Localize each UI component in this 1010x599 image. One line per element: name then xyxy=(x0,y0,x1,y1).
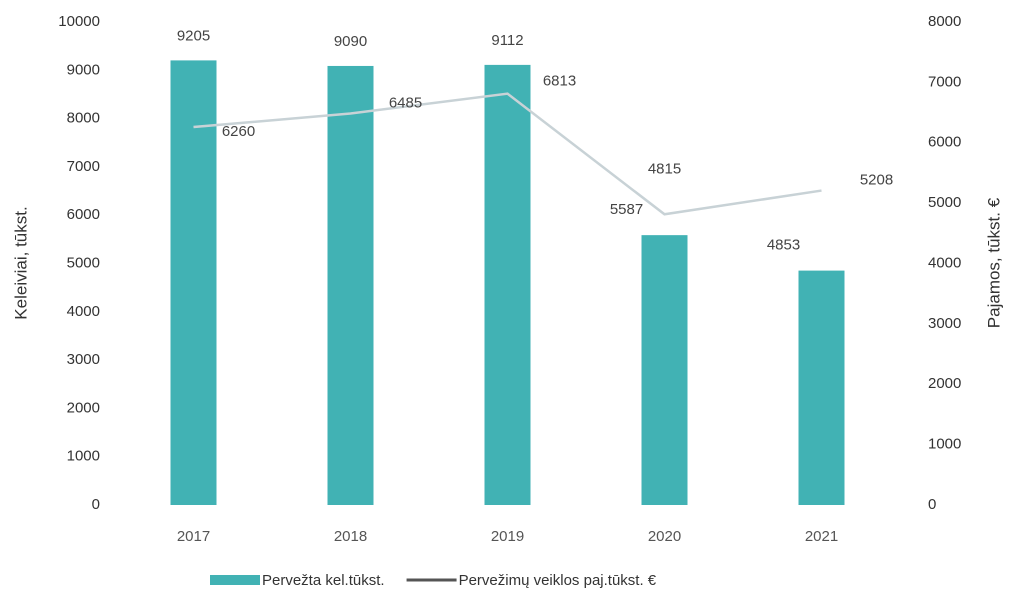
y-tick-label: 6000 xyxy=(67,206,100,223)
bar xyxy=(170,60,217,505)
data-label: 5208 xyxy=(860,172,893,189)
y2-tick-label: 5000 xyxy=(928,194,961,211)
y-tick-label: 1000 xyxy=(67,448,100,465)
y-tick-label: 7000 xyxy=(67,158,100,175)
data-label: 9112 xyxy=(491,32,523,49)
y-tick-label: 3000 xyxy=(67,351,100,368)
data-label: 6485 xyxy=(389,94,422,111)
y-axis-label: Keleiviai, tūkst. xyxy=(11,206,30,319)
y-tick-label: 8000 xyxy=(67,110,100,127)
y-tick-label: 10000 xyxy=(58,13,100,30)
data-label: 4815 xyxy=(648,160,681,177)
y-tick-label: 9000 xyxy=(67,61,100,78)
x-tick-label: 2021 xyxy=(805,528,838,545)
x-tick-label: 2019 xyxy=(491,528,524,545)
line xyxy=(193,92,822,216)
x-tick-label: 2017 xyxy=(177,528,210,545)
y2-axis-label: Pajamos, tūkst. € xyxy=(984,197,1003,328)
y-tick-label: 4000 xyxy=(67,303,100,320)
y-tick-label: 2000 xyxy=(67,399,100,416)
y2-tick-label: 6000 xyxy=(928,134,961,151)
bar xyxy=(641,235,688,506)
bar xyxy=(484,64,531,505)
y2-tick-label: 1000 xyxy=(928,436,961,453)
y2-tick-label: 8000 xyxy=(928,13,961,30)
bar xyxy=(327,65,374,505)
data-label: 9205 xyxy=(177,27,210,44)
y2-tick-label: 0 xyxy=(928,496,936,513)
y2-tick-label: 7000 xyxy=(928,73,961,90)
bar xyxy=(798,270,845,505)
data-label: 6813 xyxy=(543,73,576,90)
y2-tick-label: 4000 xyxy=(928,254,961,271)
legend-label: Pervežta kel.tūkst. xyxy=(262,572,385,589)
legend-label: Pervežimų veiklos paj.tūkst. € xyxy=(459,572,657,589)
y-tick-label: 0 xyxy=(92,496,100,513)
data-label: 5587 xyxy=(610,201,643,218)
y2-tick-label: 3000 xyxy=(928,315,961,332)
legend-swatch xyxy=(210,575,260,585)
data-label: 6260 xyxy=(222,123,255,140)
y2-tick-label: 2000 xyxy=(928,375,961,392)
data-label: 9090 xyxy=(334,33,367,50)
x-tick-label: 2018 xyxy=(334,528,367,545)
x-tick-label: 2020 xyxy=(648,528,681,545)
data-label: 4853 xyxy=(767,237,800,254)
y-tick-label: 5000 xyxy=(67,254,100,271)
